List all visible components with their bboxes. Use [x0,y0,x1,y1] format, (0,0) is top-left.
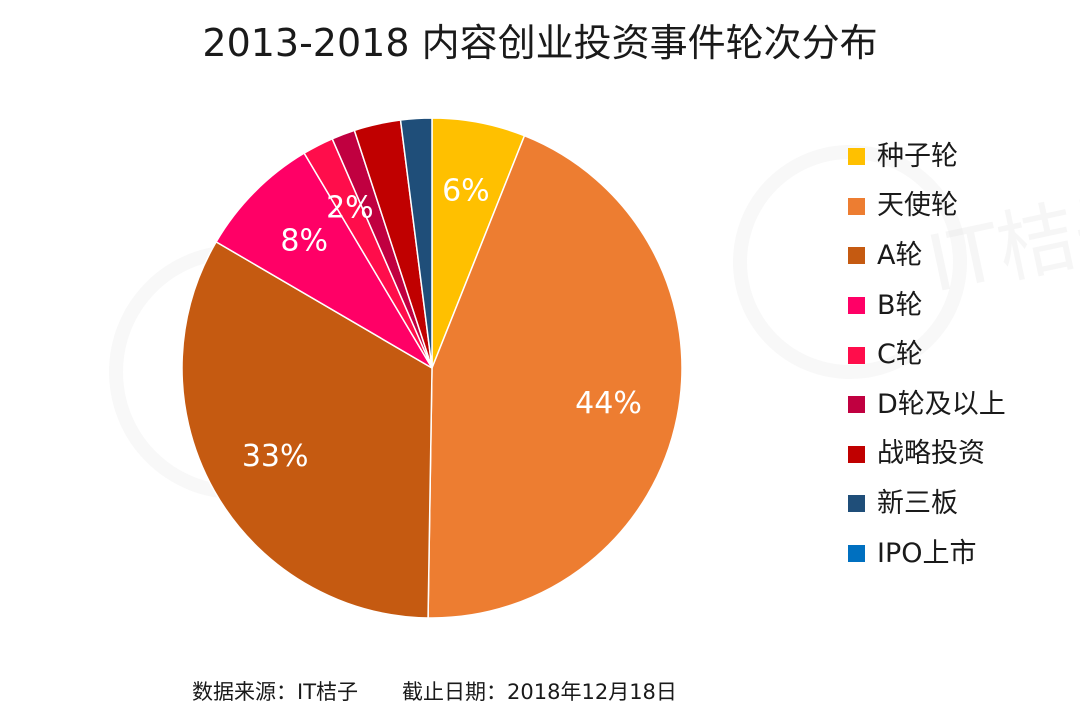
legend-swatch [848,396,865,414]
legend: 种子轮 天使轮 A轮 B轮 C轮 D轮及以上 战略投资 新三板 IPO上市 [848,132,1078,578]
pie-slice [427,134,683,619]
pie-slice [215,152,433,369]
legend-item: C轮 [848,330,1078,380]
legend-item: IPO上市 [848,529,1078,579]
slice-label: 44% [575,386,642,421]
legend-label: C轮 [877,339,923,371]
legend-swatch [848,445,865,463]
pie-slices [181,117,683,619]
legend-label: IPO上市 [877,537,977,569]
legend-swatch [848,197,865,215]
slice-label: 8% [280,224,328,259]
slice-label: 2% [326,190,374,225]
legend-item: 天使轮 [848,182,1078,232]
legend-swatch [848,148,865,166]
data-source: 数据来源：IT桔子 [192,680,359,704]
legend-swatch [848,247,865,265]
legend-label: B轮 [877,289,923,321]
legend-item: D轮及以上 [848,380,1078,430]
cutoff-date: 截止日期：2018年12月18日 [402,680,677,704]
legend-label: 种子轮 [877,140,958,172]
legend-item: 战略投资 [848,430,1078,480]
legend-label: 新三板 [877,487,958,519]
legend-label: D轮及以上 [877,388,1006,420]
slice-label: 33% [242,439,309,474]
legend-item: B轮 [848,281,1078,331]
legend-swatch [848,545,865,563]
pie-labels: 6% 44% 33% 8%2% [242,174,642,474]
footer: 数据来源：IT桔子 截止日期：2018年12月18日 [192,677,677,707]
legend-label: A轮 [877,239,923,271]
pie-slice [399,117,433,369]
legend-swatch [848,495,865,513]
legend-label: 天使轮 [877,190,958,222]
slice-label: 6% [442,174,490,209]
legend-swatch [848,346,865,364]
chart-title: 2013-2018 内容创业投资事件轮次分布 [202,21,878,65]
legend-swatch [848,297,865,315]
legend-item: A轮 [848,231,1078,281]
legend-item: 种子轮 [848,132,1078,182]
legend-item: 新三板 [848,479,1078,529]
legend-label: 战略投资 [877,438,985,470]
pie-slice [181,240,433,619]
